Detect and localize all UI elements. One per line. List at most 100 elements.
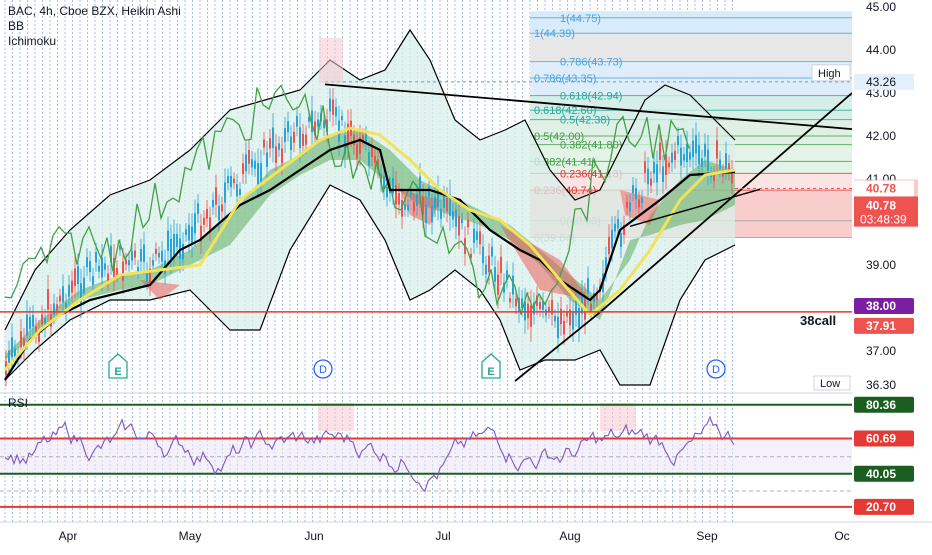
rsi-level-badge-bg [854, 465, 914, 482]
candle-body [605, 257, 607, 271]
candle-body [215, 187, 217, 205]
fib-label: 0.5(42.00) [534, 131, 584, 143]
candle-body [485, 264, 487, 275]
x-tick-label: Sep [696, 529, 718, 543]
candle-body [455, 209, 457, 227]
candle-body [671, 152, 673, 163]
candle-body [185, 229, 187, 235]
candle-body [23, 338, 25, 352]
rsi-level-badge-text: 40.05 [866, 467, 896, 481]
candle-body [191, 226, 193, 245]
candle-body [593, 293, 595, 303]
candle-body [14, 348, 16, 358]
fib-label: 0.5(42.38) [560, 115, 610, 127]
rsi-level-badge-text: 60.69 [866, 431, 896, 445]
candle-body [719, 159, 721, 169]
candle-body [266, 152, 268, 168]
candle-body [329, 98, 331, 112]
high-marker: High [811, 64, 851, 82]
candle-body [143, 244, 145, 263]
candle-body [173, 234, 175, 256]
candle-body [560, 308, 562, 325]
rsi-level-badge-bg [854, 430, 914, 447]
rsi-level-badge: 80.36 [854, 396, 914, 413]
candle-body [92, 276, 94, 286]
candle-body [590, 303, 592, 313]
level-3791-badge-bg [854, 317, 914, 334]
candle-body [263, 139, 265, 148]
candle-body [482, 246, 484, 264]
earnings-marker-label: E [114, 366, 121, 378]
candle-body [194, 213, 196, 234]
candle-body [224, 182, 226, 203]
candle-body [200, 225, 202, 242]
candle-body [440, 208, 442, 219]
candle-body [41, 314, 43, 325]
candle-body [83, 277, 85, 294]
last-price-b: 40.78 [866, 198, 896, 212]
rsi-band [0, 438, 852, 474]
x-tick-label: Aug [559, 529, 580, 543]
candle-body [11, 337, 13, 358]
candle-body [548, 307, 550, 313]
fib-label: 0.786(43.35) [534, 73, 596, 85]
trendline-upper [324, 83, 853, 131]
level-38-badge-text: 38.00 [866, 299, 896, 313]
candle-body [155, 248, 157, 255]
candle-body [281, 148, 283, 164]
candle-body [233, 178, 235, 184]
candle-body [149, 268, 151, 285]
candle-body [521, 298, 523, 308]
candle-body [86, 257, 88, 268]
candle-body [635, 188, 637, 200]
candle-body [488, 255, 490, 273]
candle-body [77, 266, 79, 285]
candle-body [629, 202, 631, 212]
candle-body [128, 260, 130, 266]
candle-body [53, 303, 55, 315]
candle-body [596, 294, 598, 300]
candle-body [491, 246, 493, 257]
fib-label: 1(44.39) [534, 28, 575, 40]
candle-body [683, 154, 685, 161]
candle-body [188, 224, 190, 241]
kijun-line [4, 138, 736, 381]
rsi-pane: RSI [0, 396, 852, 508]
candle-body [20, 331, 22, 348]
time-axis-bg [0, 522, 932, 550]
candle-body [125, 259, 127, 265]
last-price-a-bg [854, 180, 914, 197]
candle-body [269, 138, 271, 149]
candle-body [341, 115, 343, 121]
candle-body [299, 127, 301, 148]
candle-body [428, 187, 430, 197]
candle-body [398, 193, 400, 205]
candle-body [254, 160, 256, 169]
fib-band [530, 61, 852, 96]
candle-body [260, 163, 262, 182]
fib-band [530, 11, 852, 34]
candle-body [176, 233, 178, 247]
candle-body [443, 195, 445, 208]
candle-body [206, 208, 208, 219]
candle-body [272, 127, 274, 149]
candle-body [203, 217, 205, 225]
candle-body [668, 162, 670, 168]
event-marker-d: D [706, 359, 726, 379]
candle-body [503, 282, 505, 293]
candle-body [236, 184, 238, 197]
candle-body [122, 261, 124, 281]
indicator-ichimoku[interactable]: Ichimoku [8, 34, 57, 48]
indicator-bb[interactable]: BB [8, 19, 25, 33]
candle-body [458, 216, 460, 236]
candle-body [140, 248, 142, 262]
y-tick-label: 37.00 [866, 344, 896, 358]
symbol-title[interactable]: BAC, 4h, Cboe BZX, Heikin Ashi [8, 4, 181, 18]
candle-body [716, 140, 718, 159]
candle-body [641, 197, 643, 203]
candle-body [419, 176, 421, 195]
y-tick-label: 39.00 [866, 258, 896, 272]
candle-body [116, 267, 118, 275]
candle-body [323, 120, 325, 129]
